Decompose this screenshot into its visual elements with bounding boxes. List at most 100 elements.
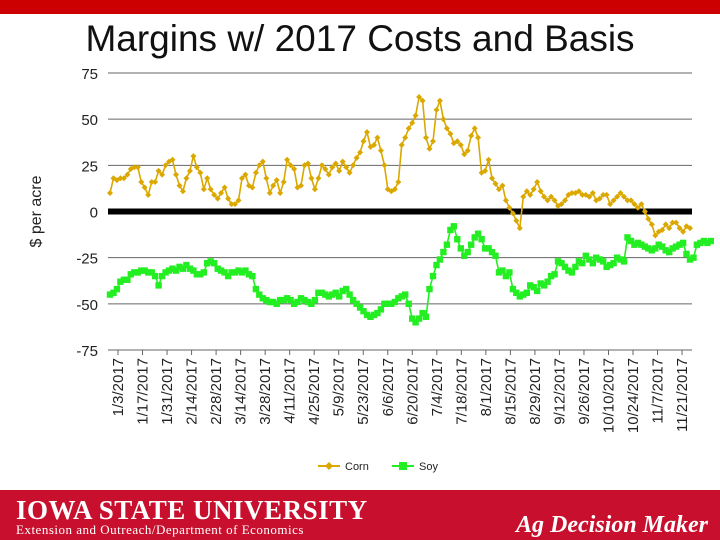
soy-point [426,285,433,293]
soy-point [277,296,284,304]
soy-point [266,298,273,306]
x-tick-label: 5/23/2017 [355,358,372,425]
corn-point [610,197,617,204]
corn-point [541,193,548,200]
corn-point [631,201,638,208]
corn-point [471,125,478,132]
soy-point [169,265,176,272]
soy-point [474,230,482,237]
corn-point [461,151,468,158]
corn-point [534,179,541,185]
soy-point [388,300,395,307]
soy-point [287,296,294,304]
soy-point [294,298,301,306]
legend-corn-marker [325,462,333,470]
soy-point [263,296,270,304]
soy-point [697,239,704,247]
corn-point [155,167,162,174]
soy-point [443,241,451,248]
y-tick-label: 25 [81,158,98,175]
soy-point [412,319,419,326]
soy-point [603,263,610,271]
soy-point [221,269,228,276]
corn-point [680,228,687,235]
corn-point [575,188,582,195]
corn-point [315,175,322,182]
soy-point [648,247,655,254]
soy-point [561,263,569,271]
corn-point [416,94,423,100]
x-tick-label: 1/3/2017 [110,358,127,416]
soy-point [332,289,339,296]
soy-point [280,296,287,304]
corn-point [652,232,659,239]
corn-point [530,186,537,193]
soy-point [700,237,708,245]
x-tick-label: 8/15/2017 [502,358,519,425]
corn-point [225,195,232,202]
soy-point [124,276,131,283]
soy-point [693,241,701,248]
soy-point [568,269,576,276]
corn-point [183,175,190,182]
corn-point [568,190,575,196]
corn-point [537,188,544,195]
soy-point [540,282,548,289]
soy-point [492,252,499,259]
x-tick-label: 10/10/2017 [600,358,617,433]
margins-chart: 75 50 25 0 -25 -50 -75 $ per acre 1/3/2017 1/17/2… [28,66,714,473]
soy-point [433,261,440,269]
corn-point [284,156,291,163]
corn-point [634,204,641,211]
soy-point [259,295,266,302]
soy-point [211,260,218,267]
soy-point [117,278,124,285]
corn-point [228,201,235,208]
corn-point [232,201,238,208]
corn-point [252,169,259,176]
corn-point [440,116,447,123]
soy-point [308,300,315,307]
soy-point [186,265,194,272]
soy-point [617,256,624,263]
legend-corn-label: Corn [345,461,369,473]
corn-point [377,147,384,154]
soy-point [704,239,711,247]
corn-point [305,160,311,167]
soy-point [575,258,583,265]
corn-point [134,164,141,171]
soy-point [419,309,426,317]
soy-point [676,241,683,248]
y-tick-label: -25 [76,251,98,268]
corn-point [371,142,377,148]
soy-point [613,254,621,261]
soy-point [523,289,530,296]
corn-point [120,175,127,182]
corn-point [447,130,454,137]
corn-point [621,193,627,200]
corn-point [468,132,475,139]
corn-point [443,125,450,132]
corn-point [669,219,676,226]
corn-point [589,190,596,196]
corn-point [287,162,294,169]
corn-point [624,197,631,204]
soy-point [381,300,388,307]
corn-point [412,112,419,119]
corn-point [173,171,179,178]
soy-point [395,295,402,302]
corn-point [186,167,193,174]
soy-point [273,300,280,307]
corn-point [482,167,489,174]
soy-point [447,226,454,234]
corn-point [242,171,249,178]
corn-point [579,191,586,198]
corn-point [148,179,155,185]
corn-point [596,195,603,202]
corn-point [263,175,270,182]
soy-point [252,285,260,293]
soy-point [488,248,496,256]
corn-point [245,182,252,189]
soy-point [353,300,360,307]
corn-point [687,225,693,232]
